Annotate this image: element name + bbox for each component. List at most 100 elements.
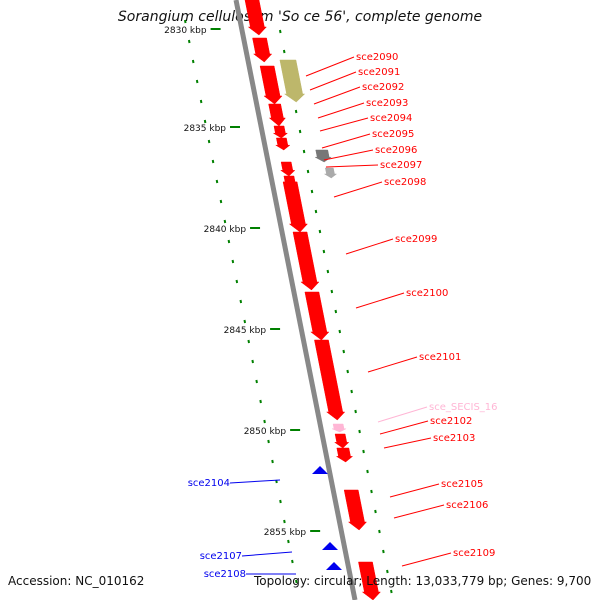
- gene-label-sce2108[interactable]: sce2108: [204, 569, 246, 580]
- leader-line: [229, 479, 281, 484]
- gene-arrow[interactable]: [315, 149, 332, 163]
- leader-line: [367, 356, 418, 373]
- inner-tick-mark: [370, 489, 373, 494]
- gene-label-sce2093[interactable]: sce2093: [366, 98, 408, 109]
- inner-tick-mark: [386, 569, 389, 574]
- gene-label-sce2103[interactable]: sce2103: [433, 433, 475, 444]
- outer-tick-mark: [251, 359, 254, 364]
- gene-arrow[interactable]: [292, 231, 320, 291]
- leader-line: [319, 117, 369, 132]
- gene-label-sce2091[interactable]: sce2091: [358, 67, 400, 78]
- outer-tick-mark: [279, 499, 282, 504]
- gene-arrow[interactable]: [323, 167, 338, 179]
- gene-label-sce2098[interactable]: sce2098: [384, 177, 426, 188]
- gene-arrow[interactable]: [331, 423, 347, 433]
- gene-label-sce2090[interactable]: sce2090: [356, 52, 398, 63]
- outer-tick-mark: [267, 439, 270, 444]
- gene-label-sce2095[interactable]: sce2095: [372, 129, 414, 140]
- inner-tick-mark: [342, 349, 346, 354]
- gene-label-sce2101[interactable]: sce2101: [419, 352, 461, 363]
- gene-arrow[interactable]: [358, 561, 381, 600]
- gene-label-sce2100[interactable]: sce2100: [406, 288, 448, 299]
- gene-label-sce_SECIS_16[interactable]: sce_SECIS_16: [429, 402, 498, 413]
- outer-tick-mark: [227, 239, 231, 244]
- gene-arrow[interactable]: [259, 65, 283, 105]
- gene-label-sce2099[interactable]: sce2099: [395, 234, 437, 245]
- outer-tick-mark: [243, 319, 247, 324]
- outer-tick-row: [183, 19, 298, 584]
- outer-tick-mark: [191, 59, 195, 64]
- inner-tick-mark: [326, 269, 330, 274]
- inner-tick-mark: [346, 369, 349, 374]
- leader-line: [401, 552, 452, 567]
- inner-tick-mark: [318, 229, 322, 234]
- label-layer: sce2090 sce2091 sce2092 sce2093 sce2094 sce20…: [188, 52, 498, 580]
- gene-arrow[interactable]: [268, 103, 286, 127]
- leader-line: [389, 483, 440, 498]
- leader-line: [317, 102, 365, 119]
- inner-tick-mark: [366, 469, 369, 474]
- outer-tick-mark: [183, 19, 187, 24]
- outer-tick-mark: [271, 459, 274, 464]
- feature-layer: [244, 0, 381, 600]
- reverse-gene-arrow[interactable]: [312, 466, 328, 474]
- gene-arrow[interactable]: [343, 489, 368, 531]
- inner-tick-mark: [362, 449, 365, 454]
- inner-tick-mark: [378, 529, 381, 534]
- leader-line: [355, 292, 405, 309]
- leader-line: [377, 406, 428, 423]
- map-title: Sorangium cellulosum 'So ce 56', complet…: [117, 9, 483, 25]
- gene-arrow[interactable]: [314, 339, 346, 421]
- gene-label-sce2107[interactable]: sce2107: [200, 551, 242, 562]
- gene-label-sce2102[interactable]: sce2102: [430, 416, 472, 427]
- outer-tick-mark: [207, 139, 211, 144]
- gene-label-sce2094[interactable]: sce2094: [370, 113, 412, 124]
- tick-label-layer: 2830 kbp 2835 kbp 2840 kbp 2845 kbp 2850 kbp…: [164, 26, 321, 538]
- reverse-gene-arrow[interactable]: [322, 542, 338, 550]
- gene-arrow[interactable]: [244, 0, 267, 36]
- gene-arrow[interactable]: [333, 433, 350, 449]
- inner-tick-mark: [390, 589, 393, 594]
- outer-tick-mark: [287, 539, 290, 544]
- gene-arrow[interactable]: [335, 447, 354, 463]
- outer-tick-mark: [247, 339, 251, 344]
- gene-arrow[interactable]: [274, 137, 291, 151]
- inner-tick-mark: [322, 249, 326, 254]
- topology-text: Topology: circular; Length: 13,033,779 b…: [254, 574, 592, 588]
- gene-arrow[interactable]: [272, 125, 289, 139]
- accession-text: Accession: NC_010162: [8, 574, 145, 588]
- leader-line: [383, 437, 432, 449]
- reverse-gene-arrow[interactable]: [326, 562, 342, 570]
- gene-arrow[interactable]: [304, 291, 330, 341]
- leader-line: [333, 181, 383, 198]
- gene-label-sce2097[interactable]: sce2097: [380, 160, 422, 171]
- kbp-label: 2850 kbp: [244, 427, 287, 437]
- leader-line: [241, 551, 293, 557]
- outer-tick-mark: [199, 99, 203, 104]
- outer-tick-mark: [283, 519, 286, 524]
- outer-tick-mark: [295, 579, 298, 584]
- gene-arrow[interactable]: [279, 59, 306, 103]
- outer-tick-mark: [211, 159, 215, 164]
- inner-tick-mark: [282, 49, 286, 54]
- leader-line: [379, 420, 429, 435]
- gene-label-sce2096[interactable]: sce2096: [375, 145, 417, 156]
- gene-label-sce2109[interactable]: sce2109: [453, 548, 495, 559]
- kbp-label: 2835 kbp: [184, 124, 227, 134]
- outer-tick-mark: [187, 39, 191, 44]
- gene-label-sce2092[interactable]: sce2092: [362, 82, 404, 93]
- gene-arrow[interactable]: [279, 161, 296, 177]
- inner-tick-mark: [350, 389, 353, 394]
- gene-arrow[interactable]: [282, 181, 308, 233]
- outer-tick-mark: [239, 299, 243, 304]
- leader-line: [321, 133, 371, 149]
- gene-label-sce2105[interactable]: sce2105: [441, 479, 483, 490]
- gene-label-sce2106[interactable]: sce2106: [446, 500, 488, 511]
- gene-arrow[interactable]: [252, 37, 273, 63]
- inner-tick-mark: [310, 189, 314, 194]
- outer-tick-mark: [255, 379, 258, 384]
- inner-tick-mark: [298, 129, 302, 134]
- gene-label-sce2104[interactable]: sce2104: [188, 478, 230, 489]
- inner-tick-mark: [354, 409, 357, 414]
